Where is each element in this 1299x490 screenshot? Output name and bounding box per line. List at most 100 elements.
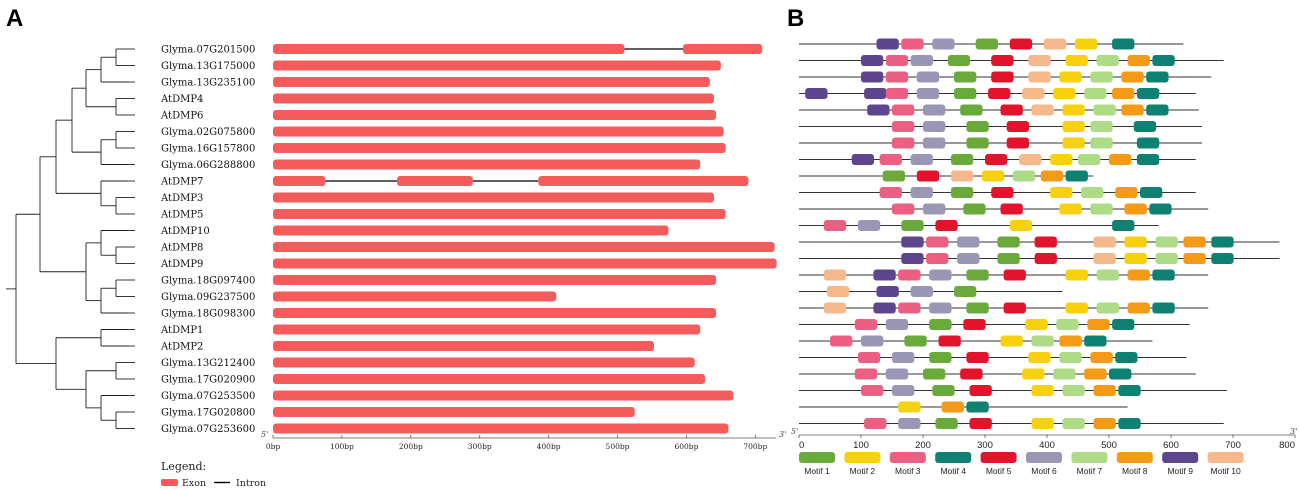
- legend-motif-6-swatch: [1026, 452, 1062, 463]
- motif-2-box: [1031, 385, 1054, 396]
- motif-9-box: [876, 38, 899, 50]
- motif-3-box: [926, 253, 949, 264]
- motif-7-box: [1090, 121, 1113, 132]
- motif-7-box: [1093, 104, 1116, 116]
- three-prime-label: 3': [1290, 427, 1297, 436]
- axis-tick-label: 500bp: [606, 442, 630, 451]
- motif-5-box: [991, 71, 1014, 83]
- gene-name: Glyma.17G020900: [161, 375, 255, 386]
- gene-name: Glyma.06G288800: [161, 160, 255, 171]
- motif-3-box: [926, 236, 949, 248]
- motif-8-box: [1090, 352, 1113, 363]
- motif-2-box: [1059, 71, 1082, 83]
- panel-a-label: A: [6, 5, 23, 32]
- gene-name: AtDMP2: [160, 342, 203, 353]
- motif-4-box: [1118, 385, 1141, 396]
- motif-5-box: [1003, 269, 1026, 281]
- motif-10-box: [823, 269, 847, 281]
- motif-1-box: [882, 170, 906, 182]
- legend-motif-1-swatch: [799, 452, 835, 463]
- motif-4-box: [1146, 104, 1169, 116]
- gene-name: Glyma.02G075800: [161, 127, 255, 138]
- gene-structure-panel: [273, 44, 777, 434]
- phylogenetic-tree: [6, 48, 135, 429]
- gene-name: Glyma.09G237500: [161, 292, 255, 303]
- motif-10-box: [950, 170, 974, 182]
- motif-6-box: [916, 88, 940, 99]
- motif-6-box: [929, 302, 952, 314]
- motif-2-box: [1053, 88, 1076, 99]
- legend-motif-6-label: Motif 6: [1031, 466, 1057, 476]
- exon-bar: [273, 258, 777, 269]
- motif-legend: Motif 1 Motif 2 Motif 3 Motif 4 Motif 5 Motif…: [799, 452, 1244, 476]
- legend-exon-label: Exon: [182, 478, 206, 489]
- motif-8-box: [1115, 187, 1138, 198]
- motif-9-box: [876, 286, 899, 297]
- exon-bar: [273, 341, 655, 351]
- motif-2-box: [1022, 368, 1045, 380]
- motif-6-box: [857, 220, 881, 231]
- motif-axis: 0 100 200 300 400 500 600 700 800 5' 3': [791, 427, 1297, 451]
- motif-10-box: [823, 302, 847, 314]
- motif-3-box: [885, 71, 909, 83]
- legend-motif-4-label: Motif 4: [940, 466, 966, 476]
- motif-1-box: [975, 38, 999, 50]
- axis-tick-label: 0: [799, 440, 804, 451]
- motif-8-box: [1093, 418, 1116, 429]
- motif-10-box: [1028, 55, 1051, 66]
- gene-name: AtDMP7: [160, 177, 203, 188]
- motif-8-box: [1127, 302, 1150, 314]
- axis-tick-label: 600bp: [674, 442, 698, 451]
- motif-5-box: [1006, 137, 1030, 149]
- motif-6-box: [923, 137, 946, 149]
- exon-bar: [273, 291, 557, 302]
- axis-tick-label: 800: [1279, 440, 1295, 451]
- axis-tick-label: 700bp: [743, 442, 767, 451]
- motif-10-box: [1019, 154, 1042, 165]
- motif-3-box: [898, 269, 921, 281]
- exon-bar: [273, 242, 775, 252]
- exon-bar: [273, 44, 625, 54]
- motif-4-box: [1115, 352, 1138, 363]
- motif-2-box: [1065, 269, 1088, 281]
- motif-1-box: [947, 55, 971, 66]
- exon-bar: [273, 423, 729, 434]
- legend-motif-7-swatch: [1071, 452, 1108, 463]
- motif-8-box: [941, 401, 964, 413]
- legend-motif-10-swatch: [1207, 452, 1244, 463]
- motif-10-box: [826, 286, 850, 297]
- motif-5-box: [963, 319, 986, 330]
- motif-2-box: [1062, 121, 1085, 132]
- motif-1-box: [929, 352, 952, 363]
- motif-2-box: [1009, 220, 1033, 231]
- motif-5-box: [969, 385, 992, 396]
- motif-7-box: [1155, 253, 1178, 264]
- gene-name: AtDMP1: [160, 325, 203, 336]
- motif-7-box: [1090, 137, 1113, 149]
- exon-bar: [273, 77, 710, 87]
- axis-tick-label: 500: [1101, 440, 1117, 451]
- motif-3-box: [830, 335, 853, 347]
- exon-bar: [273, 143, 726, 153]
- five-prime-label: 5': [261, 430, 268, 439]
- motif-3-box: [892, 121, 915, 132]
- motif-1-box: [935, 418, 958, 429]
- motif-8-box: [1087, 319, 1110, 330]
- motif-3-box: [901, 38, 924, 50]
- motif-5-box: [935, 220, 958, 231]
- motif-7-box: [1062, 385, 1085, 396]
- motif-2-box: [1074, 38, 1098, 50]
- motif-4-box: [1136, 137, 1160, 149]
- motif-6-box: [885, 319, 909, 330]
- motif-4-box: [1112, 319, 1135, 330]
- motif-3-box: [892, 104, 915, 116]
- motif-6-box: [916, 71, 940, 83]
- motif-2-box: [1000, 335, 1023, 347]
- motif-5-box: [966, 352, 989, 363]
- axis-tick-label: 100: [853, 440, 869, 451]
- motif-8-box: [1183, 236, 1206, 248]
- motif-7-box: [1081, 187, 1104, 198]
- motif-5-box: [1006, 121, 1030, 132]
- exon-bar: [273, 176, 326, 186]
